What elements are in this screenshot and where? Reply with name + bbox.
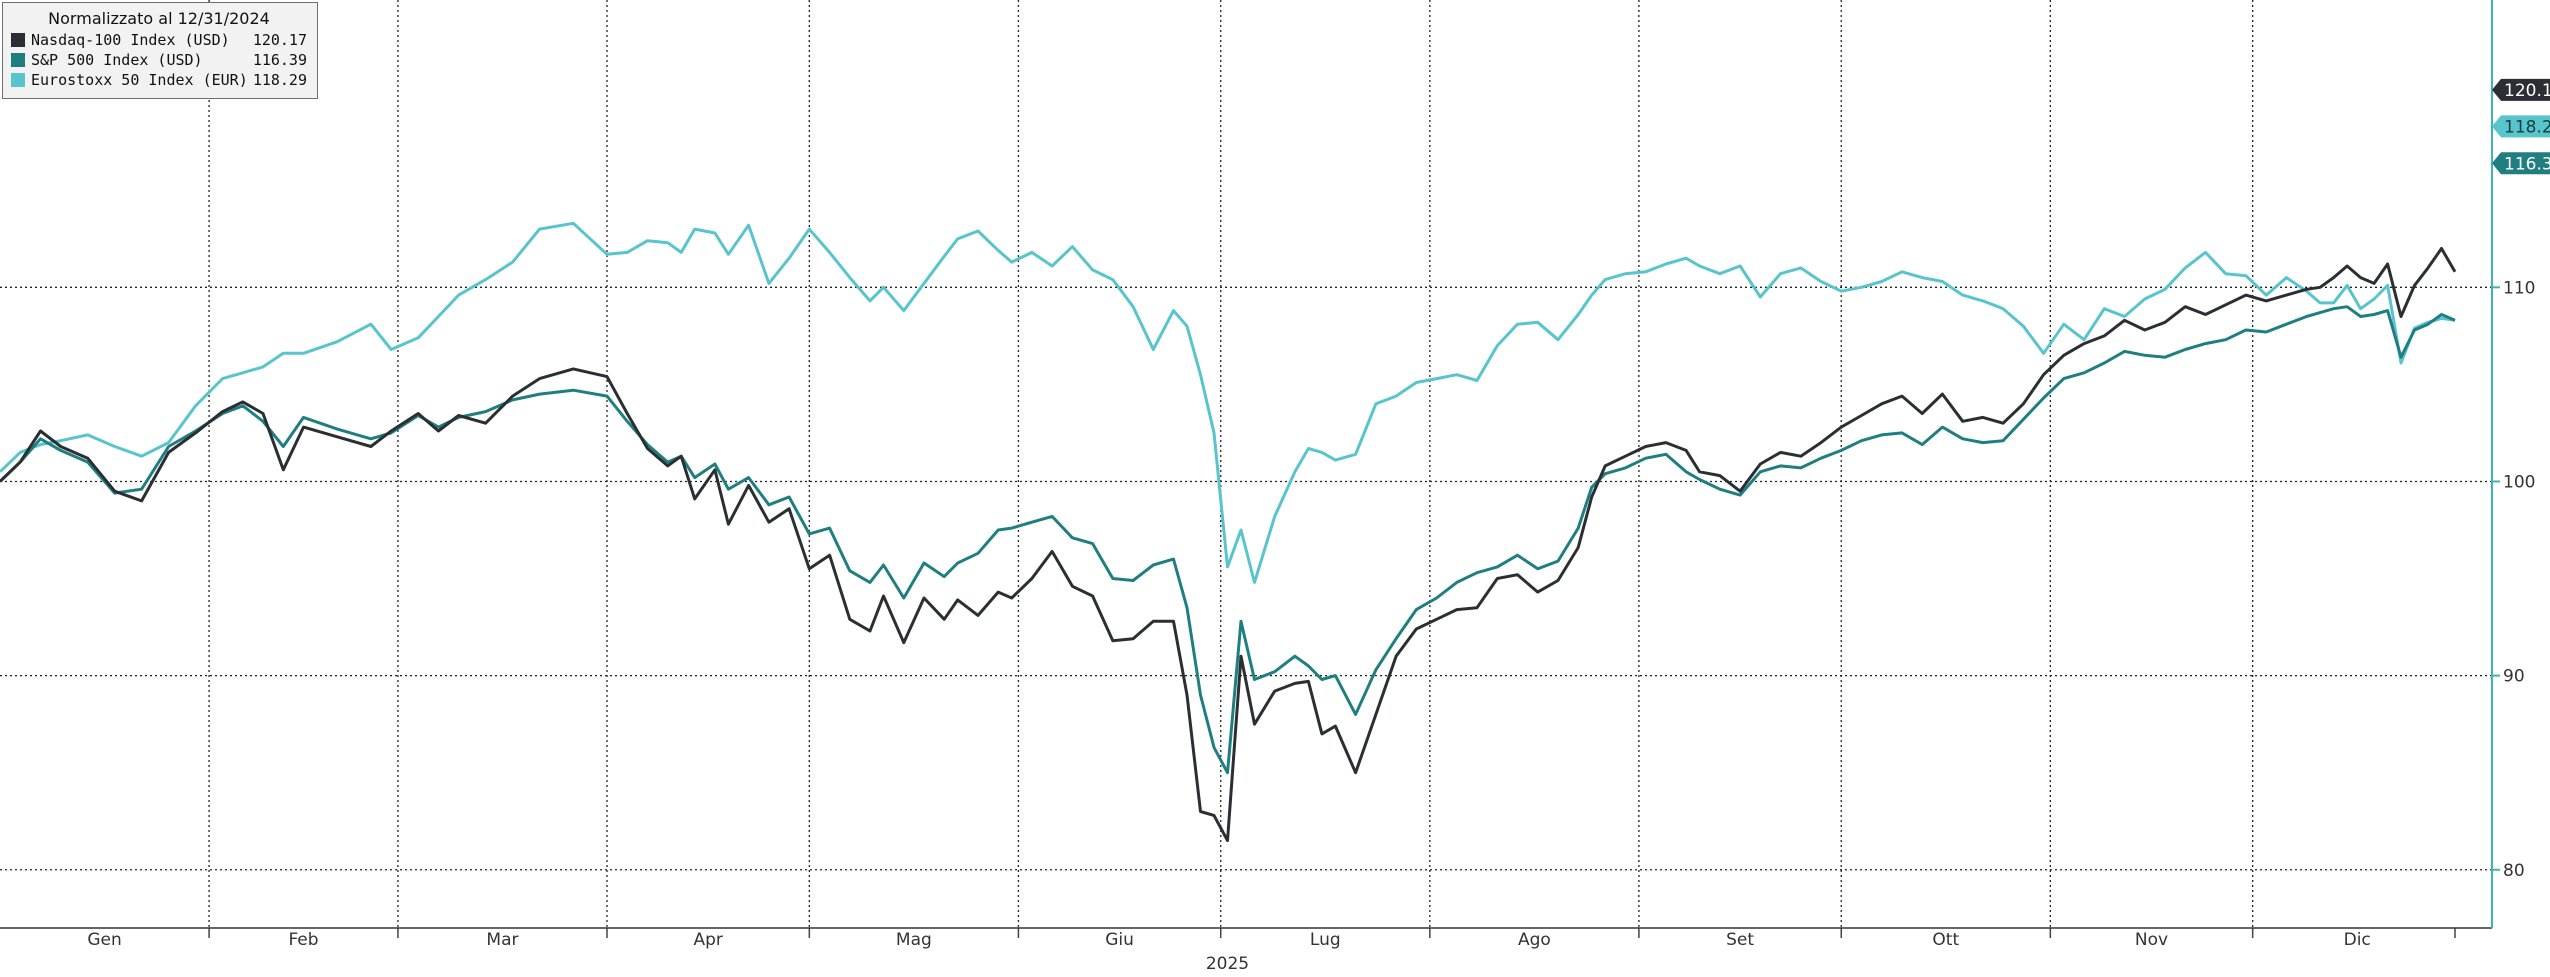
y-tick-label-90: 90 bbox=[2503, 667, 2525, 687]
tag-label-sp500: 116.39 bbox=[2504, 154, 2550, 174]
legend-label-nasdaq: Nasdaq-100 Index (USD) bbox=[31, 31, 230, 49]
last-value-tag-nasdaq: 120.17 bbox=[2492, 78, 2550, 101]
y-tick-label-110: 110 bbox=[2503, 278, 2535, 298]
last-value-tag-sp500: 116.39 bbox=[2492, 152, 2550, 175]
legend-title: Normalizzato al 12/31/2024 bbox=[48, 9, 270, 28]
legend-label-eurostoxx: Eurostoxx 50 Index (EUR) bbox=[31, 71, 248, 89]
x-tick-label-Ott: Ott bbox=[1932, 930, 1959, 950]
x-tick-label-Feb: Feb bbox=[288, 930, 318, 950]
legend: Normalizzato al 12/31/2024 Nasdaq-100 In… bbox=[2, 2, 318, 99]
x-tick-label-Set: Set bbox=[1726, 930, 1754, 950]
x-tick-label-Gen: Gen bbox=[87, 930, 121, 950]
legend-swatch-sp500 bbox=[11, 53, 25, 67]
x-tick-label-Ago: Ago bbox=[1518, 930, 1551, 950]
legend-value-eurostoxx: 118.29 bbox=[252, 71, 307, 89]
x-tick-label-Mar: Mar bbox=[486, 930, 518, 950]
last-value-tags: 120.17 118.29 116.39 bbox=[2492, 78, 2550, 175]
legend-value-nasdaq: 120.17 bbox=[252, 31, 307, 49]
x-tick-label-Nov: Nov bbox=[2135, 930, 2168, 950]
legend-label-sp500: S&P 500 Index (USD) bbox=[31, 51, 203, 69]
y-tick-label-100: 100 bbox=[2503, 472, 2535, 492]
legend-swatch-eurostoxx bbox=[11, 73, 25, 87]
x-tick-label-Lug: Lug bbox=[1310, 930, 1341, 950]
tag-bg-sp500 bbox=[2492, 152, 2550, 175]
tag-bg-eurostoxx bbox=[2492, 115, 2550, 138]
series-line-nasdaq bbox=[0, 247, 2457, 843]
legend-swatch-nasdaq bbox=[11, 33, 25, 47]
tag-bg-nasdaq bbox=[2492, 78, 2550, 101]
grid bbox=[0, 0, 2492, 928]
x-tick-label-Dic: Dic bbox=[2344, 930, 2371, 950]
series-line-eurostoxx bbox=[0, 221, 2456, 584]
last-value-tag-eurostoxx: 118.29 bbox=[2492, 115, 2550, 138]
series-lines bbox=[0, 221, 2457, 843]
x-year-label: 2025 bbox=[1206, 954, 1249, 973]
legend-item-nasdaq: Nasdaq-100 Index (USD) 120.17 bbox=[11, 30, 307, 50]
series-line-sp500 bbox=[0, 305, 2456, 775]
legend-item-sp500: S&P 500 Index (USD) 116.39 bbox=[11, 50, 307, 70]
x-tick-label-Giu: Giu bbox=[1105, 930, 1134, 950]
y-tick-label-80: 80 bbox=[2503, 861, 2525, 881]
legend-value-sp500: 116.39 bbox=[252, 51, 307, 69]
legend-item-eurostoxx: Eurostoxx 50 Index (EUR) 118.29 bbox=[11, 70, 307, 90]
x-tick-label-Mag: Mag bbox=[896, 930, 932, 950]
tag-label-nasdaq: 120.17 bbox=[2504, 81, 2550, 101]
tag-label-eurostoxx: 118.29 bbox=[2504, 117, 2550, 137]
x-tick-label-Apr: Apr bbox=[693, 930, 722, 950]
